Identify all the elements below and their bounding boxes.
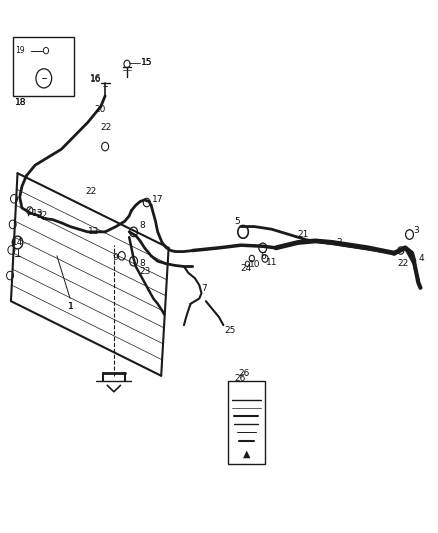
- Text: 18: 18: [15, 98, 27, 107]
- Text: 5: 5: [234, 217, 240, 226]
- Text: 8: 8: [139, 222, 145, 230]
- Text: 1: 1: [68, 302, 74, 311]
- Text: ▲: ▲: [243, 449, 250, 459]
- Text: 18: 18: [14, 98, 26, 107]
- Text: 4: 4: [419, 254, 424, 263]
- Text: 6: 6: [261, 253, 266, 261]
- Text: 22: 22: [398, 259, 409, 268]
- Text: 11: 11: [266, 258, 278, 266]
- Text: 20: 20: [94, 105, 106, 114]
- Bar: [13, 37, 74, 96]
- Text: 10: 10: [249, 260, 260, 269]
- Text: 16: 16: [90, 75, 101, 83]
- Text: 7: 7: [201, 285, 207, 293]
- Text: 24: 24: [240, 264, 251, 272]
- Text: 26: 26: [234, 374, 246, 383]
- Text: 14: 14: [12, 238, 24, 247]
- Text: 1: 1: [68, 302, 74, 311]
- Text: 16: 16: [90, 76, 101, 84]
- Text: 12: 12: [88, 228, 99, 236]
- Text: 2: 2: [336, 238, 342, 247]
- Text: 8: 8: [139, 260, 145, 268]
- Text: 22: 22: [36, 212, 47, 220]
- Text: 22: 22: [101, 124, 112, 132]
- Text: 22: 22: [85, 188, 97, 196]
- Text: 9: 9: [113, 254, 118, 262]
- Text: 25: 25: [225, 326, 236, 335]
- Text: 26: 26: [239, 369, 250, 377]
- Text: 3: 3: [413, 226, 419, 235]
- Text: 23: 23: [139, 267, 151, 276]
- Text: 21: 21: [298, 230, 309, 239]
- Bar: [228, 381, 265, 464]
- Text: 19: 19: [15, 46, 25, 55]
- Text: 17: 17: [152, 196, 164, 204]
- Text: 15: 15: [141, 59, 152, 67]
- Text: 13: 13: [32, 209, 43, 217]
- Text: 15: 15: [141, 59, 152, 67]
